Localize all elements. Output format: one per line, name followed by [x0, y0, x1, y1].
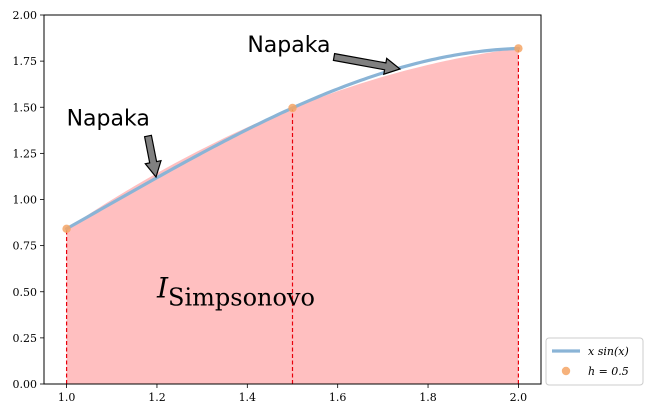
- region-label-symbol: I: [156, 271, 169, 304]
- simpson-area: [66, 48, 519, 384]
- node-point: [62, 224, 71, 234]
- x-tick-label: 1.4: [239, 391, 257, 404]
- y-tick-label: 1.75: [13, 55, 38, 68]
- node-point: [514, 44, 523, 53]
- y-tick-label: 1.50: [13, 101, 38, 114]
- y-tick-label: 2.00: [13, 9, 38, 22]
- legend-marker-swatch: [561, 366, 571, 376]
- y-tick-label: 0.00: [13, 378, 38, 391]
- region-label-subscript: Simpsonovo: [168, 283, 315, 311]
- x-tick-label: 1.6: [329, 391, 347, 404]
- y-tick-label: 0.25: [13, 332, 38, 345]
- annotation-label: Napaka: [247, 33, 330, 58]
- legend-label: h = 0.5: [588, 365, 629, 378]
- node-point: [288, 103, 297, 113]
- x-tick-label: 1.0: [58, 391, 76, 404]
- y-tick-label: 0.75: [13, 240, 38, 253]
- annotation-arrow: [143, 134, 162, 179]
- x-tick-label: 2.0: [510, 391, 528, 404]
- legend-label: x sin(x): [588, 345, 629, 358]
- x-tick-label: 1.8: [419, 391, 437, 404]
- y-tick-label: 1.00: [13, 194, 38, 207]
- y-tick-label: 1.25: [13, 147, 38, 160]
- y-tick-label: 0.50: [13, 286, 38, 299]
- x-tick-label: 1.2: [148, 391, 166, 404]
- annotation-arrow: [332, 52, 402, 76]
- region-label: ISimpsonovo: [156, 271, 315, 311]
- annotation-label: Napaka: [67, 107, 150, 132]
